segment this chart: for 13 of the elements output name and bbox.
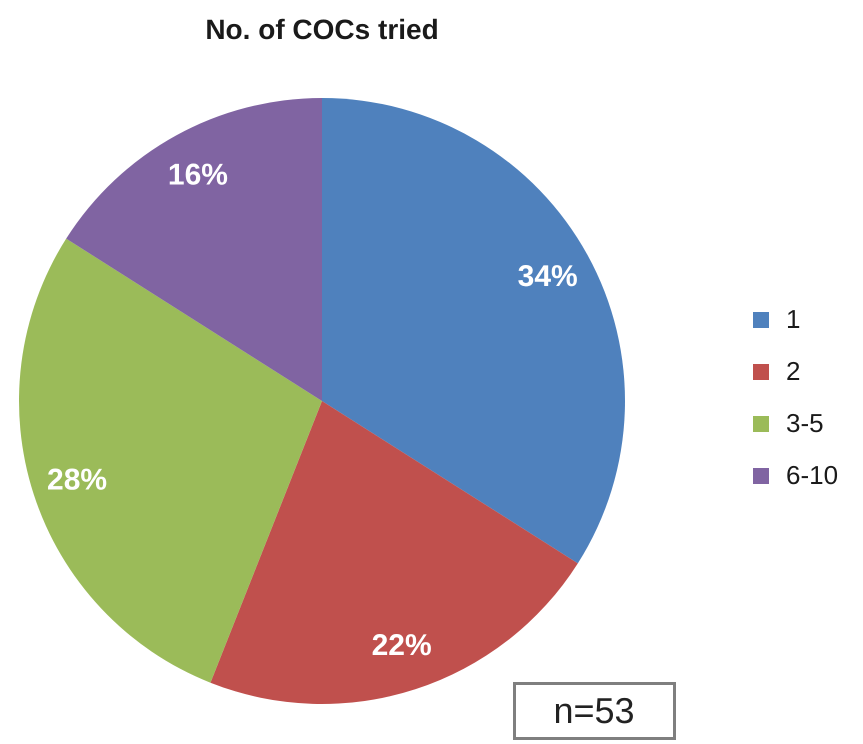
pie-slice <box>66 98 322 401</box>
legend-label: 1 <box>786 304 800 334</box>
text: n=53 <box>553 690 635 731</box>
data-label: 28% <box>47 464 108 497</box>
legend-label: 3-5 <box>786 408 824 438</box>
legend-label: 6-10 <box>786 460 838 490</box>
data-label: 22% <box>372 628 432 662</box>
data-label: 16% <box>168 158 228 192</box>
chart-title: No. of COCs tried <box>205 14 439 45</box>
legend-label: 2 <box>786 356 800 386</box>
pie-slice <box>20 238 322 683</box>
data-label: 34% <box>518 260 578 293</box>
pie-slice <box>322 98 624 564</box>
